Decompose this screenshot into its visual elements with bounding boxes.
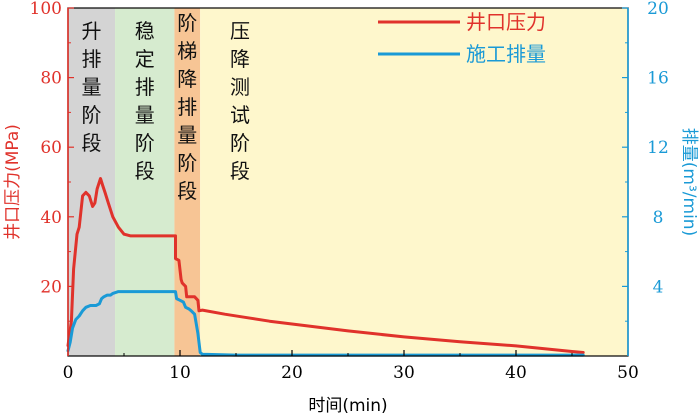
stage-label-3-char: 阶: [177, 11, 197, 35]
stage-label-2-char: 段: [135, 159, 155, 183]
stage-label-4-char: 压: [230, 19, 250, 43]
x-tick-label: 50: [617, 363, 639, 383]
stage-label-4-char: 阶: [230, 131, 250, 155]
stage-label-3-char: 梯: [177, 39, 197, 63]
y-right-tick-label: 16: [647, 69, 669, 89]
stage-label-4-char: 测: [230, 75, 250, 99]
stage-label-3-char: 阶: [177, 151, 197, 175]
y-right-tick-label: 12: [647, 138, 669, 158]
stage-label-3-char: 量: [177, 123, 197, 147]
y-left-tick-label: 60: [40, 138, 62, 158]
stage-label-1-char: 排: [82, 47, 102, 71]
x-tick-label: 20: [281, 363, 303, 383]
stage-label-1-char: 阶: [82, 103, 102, 127]
stage-label-2-char: 量: [135, 103, 155, 127]
y-axis-left: 20 40 60 80 100: [30, 0, 74, 356]
y-left-tick-label: 80: [40, 69, 62, 89]
stage-label-2-char: 排: [135, 75, 155, 99]
y-right-tick-label: 8: [653, 208, 664, 228]
legend-label: 施工排量: [466, 42, 546, 66]
y-axis-left-title: 井口压力(MPa): [3, 124, 23, 240]
series-line-2: [66, 290, 585, 357]
x-tick-label: 10: [169, 363, 191, 383]
stage-band-2: [115, 8, 175, 356]
legend-entry-1: 井口压力: [378, 10, 546, 34]
stage-label-2-char: 定: [135, 47, 155, 71]
stage-band-4: [200, 8, 628, 356]
stage-label-1-char: 升: [82, 19, 102, 43]
y-left-tick-label: 20: [40, 277, 62, 297]
y-axis-right-title: 排量(m³/min): [679, 128, 699, 236]
y-right-tick-label: 20: [647, 0, 669, 19]
series-lines: [66, 177, 585, 357]
stage-label-4-char: 段: [230, 159, 250, 183]
stage-band-1: [68, 8, 116, 356]
stage-bands: [68, 8, 628, 356]
x-axis-title: 时间(min): [308, 396, 387, 416]
legend-label: 井口压力: [466, 10, 546, 34]
y-left-tick-label: 40: [40, 208, 62, 228]
x-tick-label: 40: [505, 363, 527, 383]
legend-entry-2: 施工排量: [378, 42, 546, 66]
stage-label-4-char: 降: [230, 47, 250, 71]
stage-label-2-char: 稳: [135, 19, 155, 43]
x-tick-label: 0: [63, 363, 74, 383]
y-right-tick-label: 4: [653, 277, 664, 297]
stage-label-1-char: 量: [82, 75, 102, 99]
x-axis: 0 10 20 30 40 50: [63, 350, 639, 383]
y-left-tick-label: 100: [30, 0, 62, 19]
stage-label-2-char: 阶: [135, 131, 155, 155]
stage-label-3-char: 段: [177, 179, 197, 203]
x-tick-label: 30: [393, 363, 415, 383]
stage-label-1-char: 段: [82, 131, 102, 155]
stage-label-3-char: 降: [177, 67, 197, 91]
y-axis-right: 4 8 12 16 20: [622, 0, 669, 356]
series-line-1: [66, 177, 585, 354]
stage-label-3-char: 排: [177, 95, 197, 119]
stage-label-4-char: 试: [230, 103, 250, 127]
